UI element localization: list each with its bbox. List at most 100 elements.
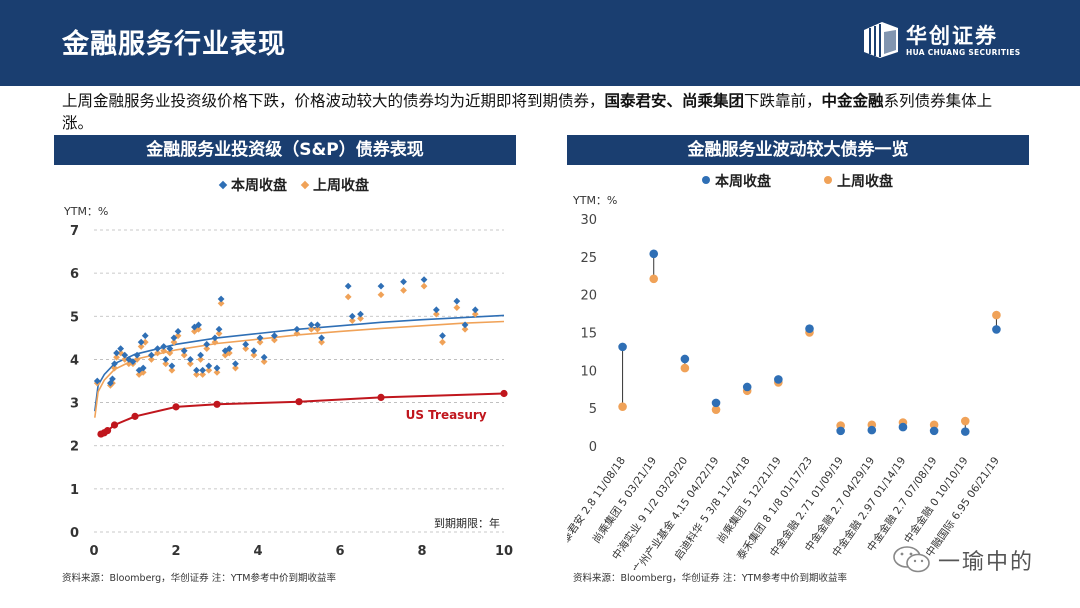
y-tick-label: 25 (580, 251, 597, 266)
this-week-point (225, 345, 233, 353)
this-week-point (432, 306, 440, 314)
this-week-point (618, 342, 627, 352)
source-note-left: 资料来源：Bloomberg，华创证券 注：YTM参考中价到期收益率 (62, 573, 337, 584)
x-tick-label: 6 (335, 544, 344, 559)
last-week-point (203, 345, 211, 353)
trendline (94, 314, 505, 412)
y-tick-label: 20 (580, 289, 597, 304)
this-week-point (213, 364, 221, 372)
this-week-point (93, 377, 101, 385)
last-week-point (121, 356, 129, 363)
last-week-point (137, 343, 145, 350)
intro-text-3: 系列债券集体上涨。 (62, 92, 993, 132)
y-tick-label: 10 (580, 364, 597, 379)
y-tick-label: 5 (70, 310, 79, 325)
y-tick-label: 15 (580, 327, 597, 342)
intro-bold-1: 国泰君安、尚乘集团 (604, 92, 745, 110)
treasury-point (377, 393, 385, 401)
this-week-point (203, 340, 211, 348)
this-week-point (836, 426, 845, 436)
y-tick-label: 30 (580, 213, 597, 228)
y-tick-label: 2 (70, 440, 79, 455)
last-week-point (256, 338, 264, 346)
this-week-point (318, 334, 325, 342)
y-tick-label: 5 (589, 402, 597, 417)
company-logo: 华创证券 HUA CHUANG SECURITIES (862, 20, 1022, 64)
x-tick-label: 0 (89, 544, 98, 559)
this-week-point (293, 325, 301, 333)
this-week-point (250, 347, 258, 355)
last-week-point (307, 325, 315, 333)
right-panel-title: 金融服务业波动较大债券一览 (567, 135, 1029, 165)
intro-bold-2: 中金金融 (821, 92, 884, 110)
treasury-point (131, 412, 139, 420)
page-title: 金融服务行业表现 (62, 29, 286, 60)
last-week-point (432, 310, 440, 318)
legend-this-week-marker (218, 180, 228, 190)
last-week-point (314, 325, 321, 333)
last-week-point (711, 405, 721, 414)
y-axis-title: YTM：% (63, 205, 108, 218)
logo-english-name: HUA CHUANG SECURITIES (906, 48, 1021, 57)
last-week-point (680, 363, 690, 373)
legend-last-week-label: 上周收盘 (837, 173, 893, 190)
legend-this-week-marker (702, 176, 710, 184)
intro-paragraph: 上周金融服务业投资级价格下跌，价格波动较大的债券均为近期即将到期债券，国泰君安、… (62, 90, 1022, 134)
last-week-point (929, 420, 939, 430)
this-week-point (453, 297, 461, 305)
x-axis-title: 到期期限：年 (434, 516, 500, 530)
last-week-point (293, 330, 301, 337)
y-tick-label: 3 (70, 397, 79, 412)
this-week-point (774, 375, 783, 384)
this-week-point (649, 249, 659, 259)
volatile-bonds-chart: 本周收盘 上周收盘 YTM：% 0 5 10 15 20 25 30 国泰君安 2.8 11/08/… (553, 165, 1037, 577)
investment-grade-chart-svg: 本周收盘 上周收盘 YTM：% 0 1 2 3 4 5 6 7 0 2 4 6 8 10 到期期限：年 US Tre… (63, 177, 513, 559)
legend-last-week-marker (300, 180, 310, 190)
last-week-point (250, 351, 258, 359)
this-week-point (898, 422, 908, 432)
this-week-point (215, 325, 223, 333)
this-week-point (232, 360, 239, 368)
y-tick-label: 7 (70, 224, 79, 239)
watermark: 一瑜中的 (888, 540, 1058, 580)
this-week-point (111, 360, 118, 368)
this-week-point (186, 356, 194, 363)
y-axis-title: YTM：% (572, 194, 617, 207)
last-week-point (232, 364, 239, 372)
last-week-point (186, 360, 194, 368)
this-week-point (117, 345, 125, 353)
watermark-text: 一瑜中的 (938, 550, 1035, 575)
this-week-point (141, 332, 149, 340)
x-tick-label: 10 (495, 544, 513, 559)
last-week-point (199, 371, 207, 378)
this-week-point (211, 334, 219, 342)
last-week-point (992, 310, 1001, 320)
this-week-point (260, 353, 268, 361)
last-week-point (618, 402, 627, 411)
this-week-point (960, 427, 970, 436)
last-week-point (213, 368, 221, 376)
this-week-point (168, 362, 176, 370)
last-week-point (344, 293, 352, 301)
last-week-point (439, 338, 446, 346)
x-tick-label: 8 (417, 544, 426, 559)
this-week-point (256, 334, 264, 342)
this-week-point (242, 340, 250, 348)
last-week-point (162, 360, 170, 368)
this-week-point (133, 351, 141, 359)
this-week-point (377, 282, 385, 290)
last-week-point (197, 356, 204, 363)
last-week-point (271, 336, 278, 344)
treasury-point (500, 389, 508, 398)
treasury-label: US Treasury (406, 408, 487, 422)
this-week-point (344, 282, 352, 290)
intro-text-1: 上周金融服务业投资级价格下跌，价格波动较大的债券均为近期即将到期债券， (62, 92, 605, 110)
legend-last-week-label: 上周收盘 (313, 177, 369, 194)
this-week-point (170, 334, 178, 342)
left-panel-title: 金融服务业投资级（S&P）债券表现 (54, 135, 516, 165)
this-week-point (193, 366, 200, 374)
last-week-point (193, 371, 200, 378)
this-week-point (148, 351, 155, 359)
this-week-point (217, 295, 225, 303)
